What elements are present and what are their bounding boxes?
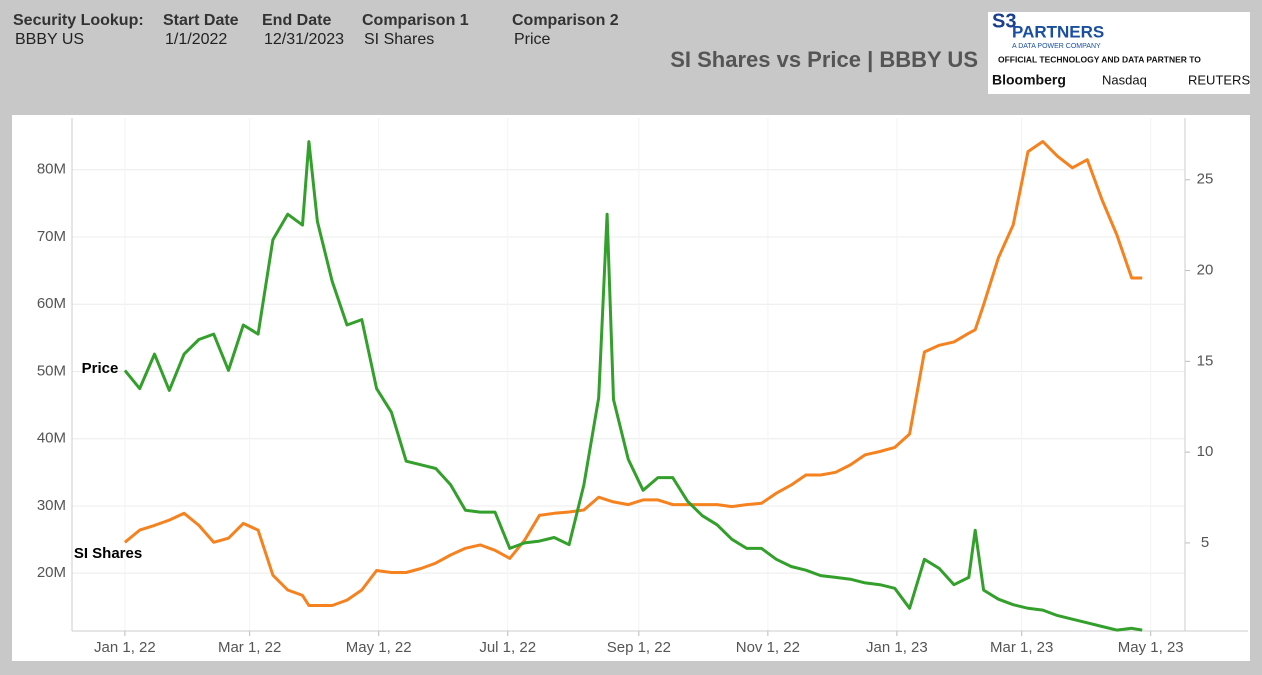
logo: S3 PARTNERS A DATA POWER COMPANY OFFICIA… — [988, 10, 1250, 94]
chart-panel — [12, 115, 1250, 661]
x-tick-label: May 1, 23 — [1118, 639, 1184, 656]
filter-value: BBBY US — [15, 31, 84, 48]
y2-tick-label: 5 — [1201, 534, 1209, 551]
logo-tagline: A DATA POWER COMPANY — [1012, 43, 1101, 50]
logo-name: PARTNERS — [1012, 22, 1104, 41]
y-tick-label: 60M — [37, 295, 66, 312]
filter-label: Comparison 2 — [512, 12, 619, 29]
series-line — [123, 140, 1143, 607]
series-line — [123, 140, 1143, 632]
filter-value: SI Shares — [364, 31, 434, 48]
logo-partner-text: OFFICIAL TECHNOLOGY AND DATA PARTNER TO — [998, 54, 1201, 64]
y2-tick-label: 15 — [1197, 352, 1214, 369]
series-label: SI Shares — [74, 545, 142, 562]
y2-tick-label: 10 — [1197, 443, 1214, 460]
x-tick-label: Nov 1, 22 — [736, 639, 800, 656]
y-tick-label: 70M — [37, 228, 66, 245]
x-tick-label: Mar 1, 22 — [218, 639, 281, 656]
y-tick-label: 80M — [37, 161, 66, 178]
y-tick-label: 50M — [37, 362, 66, 379]
y2-tick-label: 20 — [1197, 262, 1214, 279]
filter-label: Start Date — [163, 12, 239, 29]
chart-title: SI Shares vs Price | BBBY US — [670, 47, 978, 72]
series-label: Price — [82, 360, 119, 377]
filter-label: Security Lookup: — [13, 12, 144, 29]
y-tick-label: 40M — [37, 430, 66, 447]
filter-label: End Date — [262, 12, 331, 29]
logo-mark: S3 — [992, 10, 1016, 32]
y2-tick-label: 25 — [1197, 171, 1214, 188]
partner: REUTERS — [1188, 72, 1250, 87]
filter-value: Price — [514, 31, 551, 48]
x-tick-label: Jul 1, 22 — [479, 639, 536, 656]
partner: Nasdaq — [1102, 72, 1147, 87]
x-tick-label: Mar 1, 23 — [990, 639, 1053, 656]
logo-box — [988, 12, 1250, 94]
x-tick-label: Jan 1, 22 — [94, 639, 156, 656]
x-tick-label: May 1, 22 — [346, 639, 412, 656]
partner: Bloomberg — [992, 72, 1066, 88]
y-tick-label: 30M — [37, 497, 66, 514]
filter-label: Comparison 1 — [362, 12, 469, 29]
filter-value: 12/31/2023 — [264, 31, 344, 48]
y-tick-label: 20M — [37, 564, 66, 581]
x-tick-label: Jan 1, 23 — [866, 639, 928, 656]
filter-value: 1/1/2022 — [165, 31, 227, 48]
x-tick-label: Sep 1, 22 — [607, 639, 671, 656]
